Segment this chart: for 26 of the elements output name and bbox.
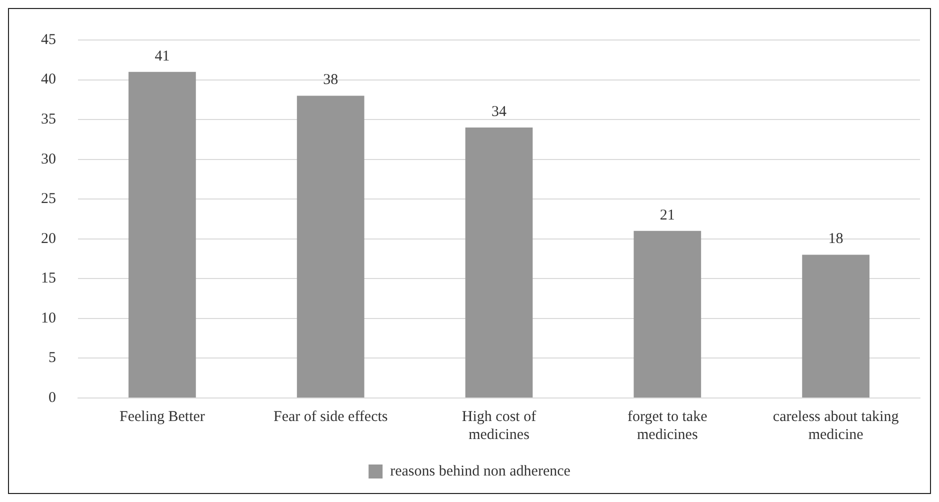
data-label: 18 xyxy=(828,231,844,248)
x-tick-label: forget to take medicines xyxy=(628,408,708,443)
y-tick-label: 30 xyxy=(41,151,56,168)
y-tick-label: 20 xyxy=(41,230,56,247)
x-tick-label: Fear of side effects xyxy=(273,408,388,425)
y-tick-label: 25 xyxy=(41,191,56,208)
y-tick-label: 15 xyxy=(41,270,56,287)
y-tick-label: 10 xyxy=(41,310,56,326)
data-label: 38 xyxy=(323,72,338,88)
y-tick-label: 35 xyxy=(41,111,56,128)
legend-label: reasons behind non adherence xyxy=(390,463,571,480)
bar xyxy=(634,230,702,398)
x-tick-label: careless about taking medicine xyxy=(772,408,900,443)
data-label: 34 xyxy=(492,104,507,120)
bar xyxy=(128,72,196,398)
bar xyxy=(802,254,870,398)
y-tick-label: 5 xyxy=(48,350,56,366)
y-tick-label: 45 xyxy=(41,32,56,48)
y-tick-label: 0 xyxy=(48,390,56,406)
bar xyxy=(296,96,364,398)
x-tick-label: Feeling Better xyxy=(119,408,205,425)
x-tick-label: High cost of medicines xyxy=(462,408,536,443)
bar xyxy=(465,128,533,398)
data-label: 41 xyxy=(154,48,170,64)
y-tick-label: 40 xyxy=(41,72,56,88)
data-label: 21 xyxy=(660,207,675,224)
